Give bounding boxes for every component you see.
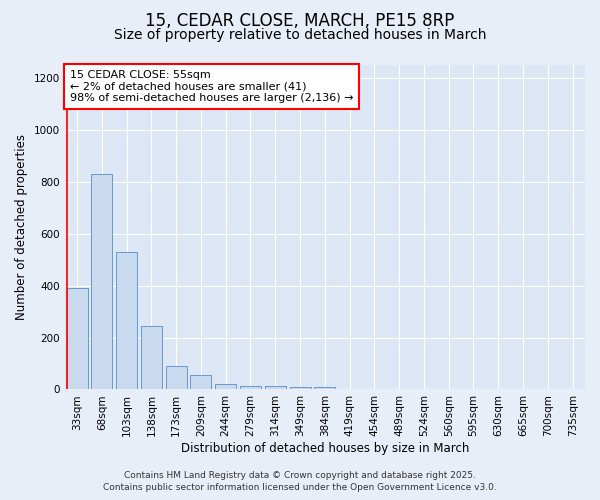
Bar: [290, 387, 311, 390]
Bar: [67, 288, 88, 390]
Bar: [215, 384, 236, 390]
Bar: [240, 386, 261, 390]
Bar: [141, 326, 162, 390]
X-axis label: Distribution of detached houses by size in March: Distribution of detached houses by size …: [181, 442, 469, 455]
Bar: [265, 386, 286, 390]
Text: Size of property relative to detached houses in March: Size of property relative to detached ho…: [114, 28, 486, 42]
Text: 15, CEDAR CLOSE, MARCH, PE15 8RP: 15, CEDAR CLOSE, MARCH, PE15 8RP: [145, 12, 455, 30]
Text: 15 CEDAR CLOSE: 55sqm
← 2% of detached houses are smaller (41)
98% of semi-detac: 15 CEDAR CLOSE: 55sqm ← 2% of detached h…: [70, 70, 353, 103]
Y-axis label: Number of detached properties: Number of detached properties: [15, 134, 28, 320]
Bar: [166, 366, 187, 390]
Bar: [314, 388, 335, 390]
Bar: [116, 252, 137, 390]
Bar: [91, 174, 112, 390]
Text: Contains HM Land Registry data © Crown copyright and database right 2025.
Contai: Contains HM Land Registry data © Crown c…: [103, 471, 497, 492]
Bar: [190, 375, 211, 390]
